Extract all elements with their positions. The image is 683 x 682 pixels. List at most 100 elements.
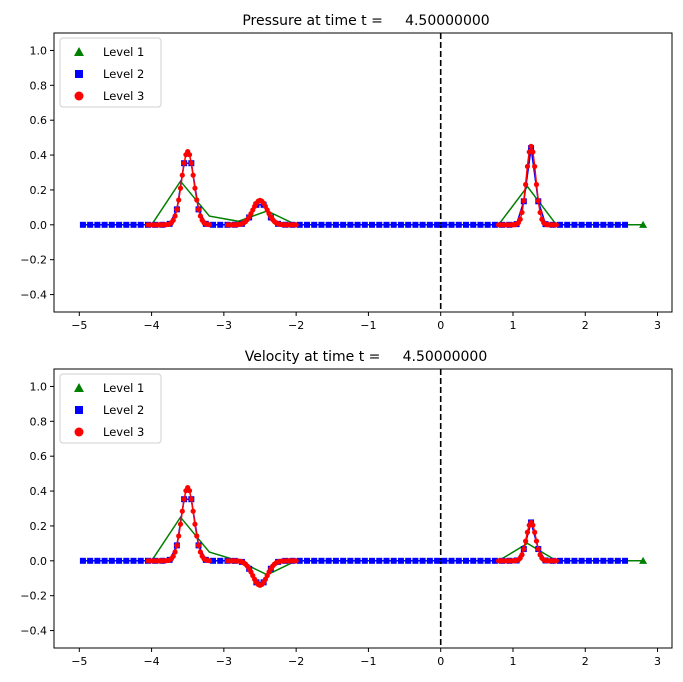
data-point-level-3 (533, 538, 540, 544)
data-point-level-2 (593, 557, 600, 564)
legend-square-icon (75, 70, 83, 78)
data-point-level-1 (639, 556, 648, 564)
data-point-level-3 (192, 185, 198, 191)
data-point-level-3 (532, 163, 538, 170)
data-point-level-2 (332, 221, 339, 228)
data-point-level-2 (347, 221, 354, 228)
data-point-level-2 (463, 221, 469, 228)
data-point-level-2 (311, 221, 318, 228)
y-tick-label: 0.8 (30, 415, 48, 428)
data-point-level-2 (217, 221, 224, 228)
data-point-level-3 (524, 163, 531, 170)
legend-box (59, 373, 162, 444)
data-point-level-2 (137, 557, 144, 564)
legend-label: Level 1 (103, 381, 144, 395)
data-point-level-3 (176, 533, 182, 539)
data-point-level-3 (181, 160, 187, 166)
plot-area (79, 369, 648, 648)
data-point-level-3 (519, 552, 525, 558)
chart-title: Velocity at time t = 4.50000000 (245, 349, 488, 365)
data-point-level-2 (354, 557, 361, 564)
x-tick-label: 2 (582, 655, 589, 668)
data-point-level-2 (578, 557, 585, 564)
data-point-level-2 (484, 221, 491, 228)
data-point-level-2 (108, 557, 115, 564)
x-tick-label: −2 (288, 319, 304, 332)
data-point-level-2 (318, 557, 325, 564)
data-point-level-2 (426, 557, 433, 564)
data-point-level-3 (530, 149, 536, 155)
data-point-level-2 (578, 221, 585, 228)
axes-frame (53, 368, 673, 649)
data-point-level-3 (526, 149, 532, 155)
data-point-level-2 (564, 557, 571, 564)
data-point-level-2 (585, 221, 592, 228)
x-tick-label: −1 (360, 655, 376, 668)
data-point-level-3 (521, 546, 527, 552)
data-point-level-2 (448, 557, 455, 564)
data-point-level-2 (463, 557, 469, 564)
chart-panel-1: Pressure at time t = 4.50000000 −5 −4 −3 −2 −… (20, 13, 673, 332)
data-point-level-3 (172, 549, 178, 555)
legend-label: Level 2 (103, 67, 144, 81)
data-point-level-3 (197, 213, 203, 219)
data-point-level-3 (530, 522, 536, 528)
data-point-level-3 (188, 160, 194, 166)
data-point-level-2 (318, 221, 325, 228)
data-point-level-2 (412, 557, 419, 564)
y-tick-label: 0.8 (30, 79, 48, 92)
data-point-level-2 (455, 557, 462, 564)
data-point-level-2 (585, 557, 592, 564)
data-point-level-2 (79, 557, 86, 564)
data-point-level-2 (622, 221, 629, 228)
data-point-level-3 (553, 222, 559, 228)
data-point-level-3 (181, 496, 187, 502)
data-point-level-2 (340, 557, 347, 564)
series-line-level-1 (150, 179, 644, 226)
data-point-level-2 (600, 557, 607, 564)
data-point-level-2 (354, 221, 361, 228)
data-point-level-3 (293, 558, 299, 564)
data-point-level-3 (190, 172, 196, 178)
y-tick-label: 0.2 (30, 184, 48, 197)
data-point-level-2 (130, 557, 137, 564)
plot-area (79, 33, 648, 312)
data-point-level-2 (556, 221, 563, 228)
data-point-level-2 (441, 557, 448, 564)
data-point-level-3 (553, 558, 559, 564)
series-line-level-1 (150, 515, 644, 576)
data-point-level-3 (519, 209, 525, 216)
data-point-level-2 (593, 221, 600, 228)
data-point-level-2 (434, 557, 441, 564)
x-tick-label: −2 (288, 655, 304, 668)
data-point-level-3 (190, 508, 196, 514)
data-point-level-2 (419, 557, 426, 564)
data-point-level-3 (177, 185, 184, 191)
data-point-level-3 (537, 209, 543, 216)
data-point-level-2 (397, 221, 404, 228)
y-tick-label: −0.4 (20, 289, 47, 302)
data-point-level-2 (325, 221, 332, 228)
y-tick-label: 0.2 (30, 520, 48, 533)
series-line-level-2 (82, 147, 625, 226)
data-point-level-2 (108, 221, 115, 228)
x-tick-label: 0 (437, 655, 444, 668)
data-point-level-3 (186, 488, 193, 494)
data-point-level-1 (639, 220, 648, 228)
data-point-level-2 (390, 221, 397, 228)
legend-circle-icon (74, 91, 84, 101)
data-point-level-2 (369, 557, 376, 564)
data-point-level-3 (521, 198, 527, 204)
x-tick-label: −5 (71, 655, 87, 668)
data-point-level-2 (376, 557, 383, 564)
data-point-level-3 (172, 213, 178, 219)
data-point-level-2 (116, 557, 123, 564)
data-point-level-2 (412, 221, 419, 228)
data-point-level-3 (194, 533, 200, 539)
x-tick-label: −3 (216, 655, 232, 668)
data-point-level-3 (206, 558, 213, 564)
data-point-level-2 (332, 557, 339, 564)
data-point-level-2 (405, 557, 412, 564)
data-point-level-2 (397, 557, 404, 564)
